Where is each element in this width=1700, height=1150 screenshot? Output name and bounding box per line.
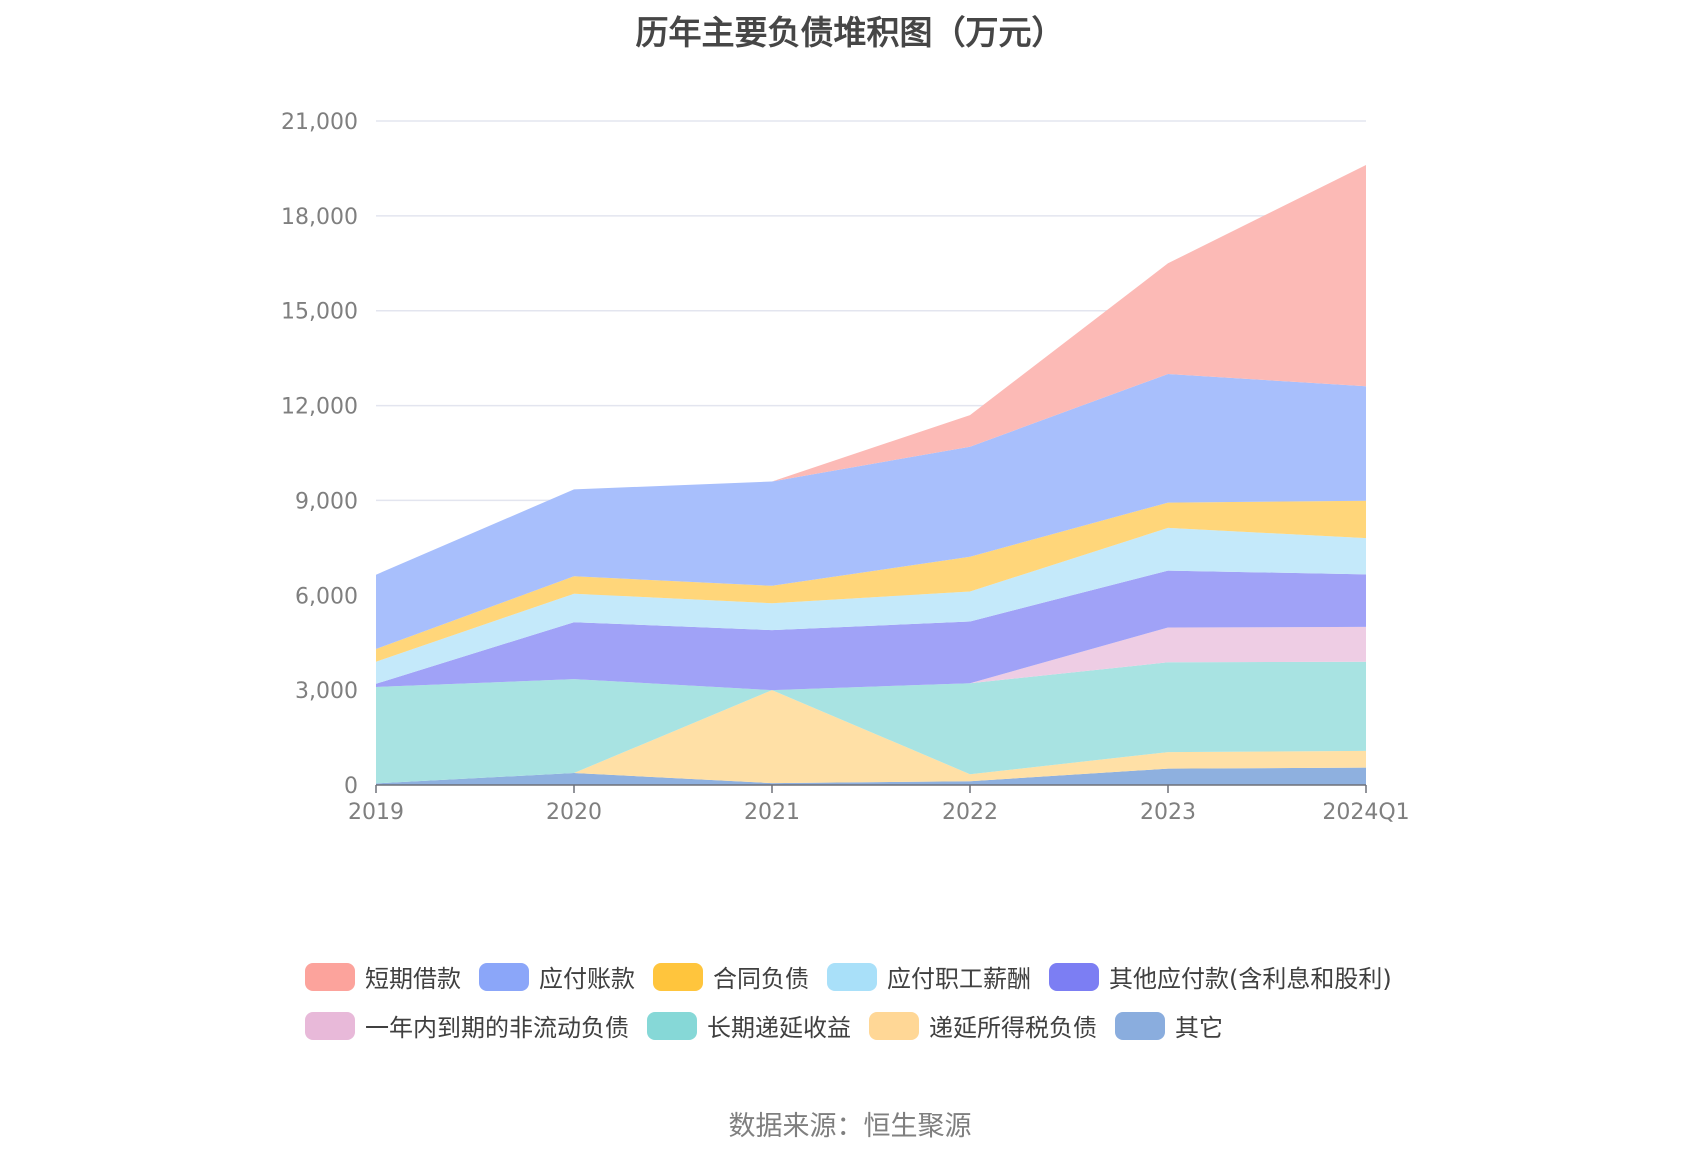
- area-series-5: [376, 527, 1366, 684]
- legend-label: 其他应付款(含利息和股利): [1109, 965, 1392, 993]
- y-tick-label: 21,000: [281, 110, 358, 135]
- area-series-3: [376, 626, 1366, 691]
- legend-swatch: [305, 1011, 355, 1040]
- legend-label: 一年内到期的非流动负债: [365, 1014, 629, 1042]
- legend-label: 应付账款: [539, 965, 635, 993]
- legend-swatch: [1049, 962, 1099, 991]
- legend-row: 一年内到期的非流动负债 长期递延收益 递延所得税负债 其它: [305, 1001, 1505, 1050]
- area-series-0: [376, 767, 1366, 785]
- legend-label: 递延所得税负债: [929, 1014, 1097, 1042]
- legend-label: 应付职工薪酬: [887, 965, 1031, 993]
- legend-item[interactable]: 合同负债: [653, 959, 809, 994]
- x-tick-label: 2021: [744, 800, 800, 825]
- y-tick-label: 9,000: [295, 489, 358, 514]
- y-tick-label: 0: [344, 774, 358, 799]
- chart-title: 历年主要负债堆积图（万元）: [635, 13, 1065, 52]
- legend-swatch: [1115, 1011, 1165, 1040]
- x-tick-label: 2019: [348, 800, 404, 825]
- x-tick-label: 2020: [546, 800, 602, 825]
- legend-label: 其它: [1175, 1014, 1223, 1042]
- legend-row: 短期借款 应付账款 合同负债 应付职工薪酬 其他应付款(含利息和股利): [305, 952, 1505, 1001]
- area-series-8: [376, 165, 1366, 575]
- legend-item[interactable]: 其他应付款(含利息和股利): [1049, 959, 1392, 994]
- data-source: 数据来源：恒生聚源: [728, 1111, 972, 1142]
- legend-label: 长期递延收益: [707, 1014, 851, 1042]
- x-tick-label: 2023: [1140, 800, 1196, 825]
- legend-swatch: [479, 962, 529, 991]
- legend: 短期借款 应付账款 合同负债 应付职工薪酬 其他应付款(含利息和股利) 一年内到期的非流…: [305, 952, 1505, 1050]
- y-tick-label: 15,000: [281, 300, 358, 325]
- legend-swatch: [653, 962, 703, 991]
- legend-item[interactable]: 长期递延收益: [647, 1008, 851, 1043]
- y-tick-label: 6,000: [295, 584, 358, 609]
- area-series-6: [376, 500, 1366, 662]
- legend-item[interactable]: 其它: [1115, 1008, 1223, 1043]
- legend-swatch: [869, 1011, 919, 1040]
- legend-item[interactable]: 应付职工薪酬: [827, 959, 1031, 994]
- axes: 0 3,000 6,000 9,000 12,000 15,000 18,000 21,000…: [281, 110, 1410, 825]
- legend-label: 合同负债: [713, 965, 809, 993]
- legend-label: 短期借款: [365, 965, 461, 993]
- legend-item[interactable]: 一年内到期的非流动负债: [305, 1008, 629, 1043]
- y-tick-label: 12,000: [281, 395, 358, 420]
- area-series-2: [376, 661, 1366, 784]
- x-tick-label: 2024Q1: [1322, 800, 1409, 825]
- area-series-4: [376, 570, 1366, 691]
- legend-swatch: [647, 1011, 697, 1040]
- legend-swatch: [305, 962, 355, 991]
- legend-item[interactable]: 应付账款: [479, 959, 635, 994]
- x-tick-label: 2022: [942, 800, 998, 825]
- area-series-7: [376, 374, 1366, 649]
- legend-item[interactable]: 递延所得税负债: [869, 1008, 1097, 1043]
- legend-swatch: [827, 962, 877, 991]
- area-series-1: [376, 690, 1366, 784]
- legend-item[interactable]: 短期借款: [305, 959, 461, 994]
- y-tick-label: 3,000: [295, 679, 358, 704]
- y-tick-label: 18,000: [281, 205, 358, 230]
- area-series: [376, 165, 1366, 785]
